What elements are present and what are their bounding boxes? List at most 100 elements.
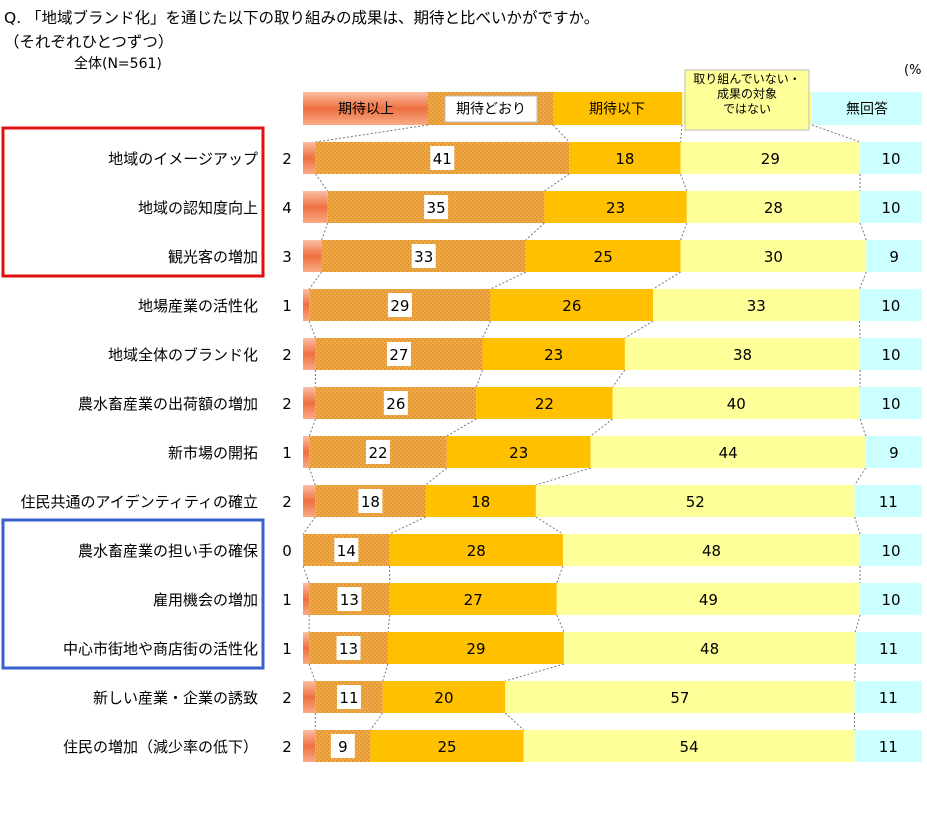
category-label: 観光客の増加	[168, 248, 258, 266]
data-label: 10	[882, 199, 901, 217]
data-label: 1	[282, 444, 292, 462]
connector-line	[854, 516, 861, 535]
bar-segment	[303, 387, 316, 419]
connector-line	[535, 516, 564, 535]
category-label: 住民共通のアイデンティティの確立	[21, 493, 258, 511]
category-label: 地域の認知度向上	[138, 199, 258, 217]
bar-segment	[860, 142, 922, 174]
data-label-box	[387, 293, 412, 317]
data-label: 22	[535, 395, 554, 413]
connector-line	[505, 663, 565, 682]
category-label: 地域のイメージアップ	[108, 150, 258, 168]
bar-segment	[303, 436, 310, 468]
legend-label-box	[444, 95, 538, 123]
connector-line	[504, 712, 524, 731]
category-label: 新市場の開拓	[168, 444, 258, 462]
data-label-box	[358, 489, 383, 513]
bar-segment	[680, 240, 867, 272]
bar-segment	[303, 289, 310, 321]
data-label: 49	[699, 591, 718, 609]
connector-line	[859, 271, 867, 290]
connector-line	[389, 516, 426, 535]
data-label: 23	[509, 444, 528, 462]
data-label: 25	[437, 738, 456, 756]
connector-line	[308, 467, 316, 486]
bar-segment	[859, 289, 922, 321]
connector-line	[308, 271, 322, 290]
data-label-box	[334, 538, 359, 562]
data-label: 1	[282, 591, 292, 609]
bar-segment	[303, 730, 316, 762]
bar-segment	[860, 191, 922, 223]
data-label: 18	[471, 493, 490, 511]
connector-line	[556, 614, 565, 633]
connector-line	[854, 467, 867, 486]
connector-line	[308, 418, 316, 437]
connector-line	[535, 467, 591, 486]
data-label-box	[383, 391, 408, 415]
connector-line	[859, 222, 867, 241]
data-label: 38	[733, 346, 752, 364]
data-label: 28	[764, 199, 783, 217]
bar-segment	[860, 534, 922, 566]
bar-segment	[303, 338, 316, 370]
data-label: 29	[466, 640, 485, 658]
bar-segment	[569, 142, 681, 174]
data-label: 2	[282, 395, 292, 413]
legend-swatch	[812, 92, 922, 125]
connector-line	[315, 124, 429, 143]
data-label: 9	[889, 444, 899, 462]
connector-line	[370, 712, 384, 731]
data-label: 2	[282, 493, 292, 511]
data-label: 10	[881, 297, 900, 315]
bar-segment	[525, 240, 681, 272]
bar-segment	[535, 485, 855, 517]
data-label: 10	[882, 542, 901, 560]
connector-line	[680, 173, 688, 192]
legend-label: 期待以上	[338, 102, 394, 118]
connector-line	[680, 222, 688, 241]
bar-segment	[446, 436, 591, 468]
data-label: 10	[882, 150, 901, 168]
category-label: 新しい産業・企業の誘致	[93, 689, 258, 707]
connector-line	[425, 467, 448, 486]
bar-segment	[490, 289, 654, 321]
data-label-box	[430, 146, 455, 170]
bar-segment	[653, 289, 860, 321]
connector-line	[308, 320, 316, 339]
data-label: 33	[747, 297, 766, 315]
bar-segment	[590, 436, 866, 468]
legend-swatch	[553, 92, 682, 125]
data-label: 2	[282, 689, 292, 707]
connector-line	[482, 320, 492, 339]
connector-line	[525, 222, 545, 241]
category-label: 雇用機会の増加	[153, 591, 258, 609]
connector-line	[854, 663, 856, 682]
data-label: 29	[390, 297, 409, 315]
data-label: 13	[340, 591, 359, 609]
bar-segment	[680, 142, 861, 174]
data-label: 57	[670, 689, 689, 707]
bar-segment	[505, 681, 855, 713]
data-label-box	[424, 195, 449, 219]
connector-line	[387, 614, 391, 633]
bar-segment	[865, 436, 922, 468]
connector-line	[624, 320, 654, 339]
connector-line	[308, 663, 316, 682]
highlight-frame-red	[1, 126, 265, 278]
data-label: 54	[680, 738, 699, 756]
data-label: 27	[389, 346, 408, 364]
connector-line	[556, 565, 564, 584]
legend-swatch	[303, 92, 428, 125]
legend-label: 取り組んでいない・	[693, 72, 800, 86]
data-label: 11	[879, 493, 898, 511]
data-label: 11	[879, 689, 898, 707]
data-label-box	[366, 440, 391, 464]
data-label: 20	[434, 689, 453, 707]
connector-line	[552, 124, 570, 143]
data-label: 29	[761, 150, 780, 168]
data-label: 28	[467, 542, 486, 560]
data-label: 23	[544, 346, 563, 364]
bar-segment	[624, 338, 861, 370]
